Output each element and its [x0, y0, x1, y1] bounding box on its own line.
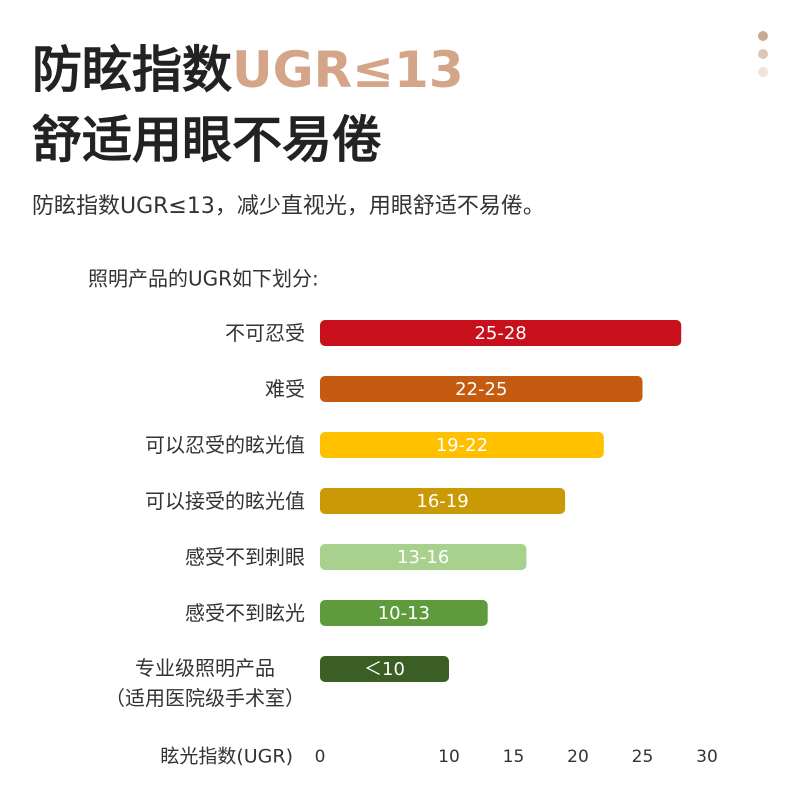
- dot: [758, 67, 768, 77]
- bar: [320, 600, 488, 626]
- category-label: 可以忍受的眩光值: [145, 433, 305, 457]
- category-label: 难受: [265, 377, 305, 401]
- title-line2: 舒适用眼不易倦: [32, 111, 382, 169]
- x-tick-label: 30: [696, 747, 718, 767]
- x-tick-label: 0: [315, 747, 326, 767]
- x-tick-label: 20: [567, 747, 589, 767]
- dot: [758, 49, 768, 59]
- x-tick-label: 25: [632, 747, 654, 767]
- category-label: 专业级照明产品 （适用医院级手术室）: [105, 656, 305, 710]
- category-label: 感受不到刺眼: [185, 545, 305, 569]
- subtitle: 防眩指数UGR≤13，减少直视光，用眼舒适不易倦。: [32, 194, 545, 219]
- x-axis-label: 眩光指数(UGR): [160, 746, 293, 768]
- category-label: 可以接受的眩光值: [145, 489, 305, 513]
- x-tick-label: 15: [503, 747, 525, 767]
- category-label: 不可忍受: [225, 321, 305, 345]
- category-label: 感受不到眩光: [185, 601, 305, 625]
- value-label: 13-16: [397, 547, 449, 568]
- dot: [758, 31, 768, 41]
- chart-title: 照明产品的UGR如下划分:: [88, 267, 319, 291]
- value-label: 16-19: [416, 491, 468, 512]
- bar: [320, 320, 682, 346]
- value-label: ＜10: [364, 659, 405, 680]
- title-line1: 防眩指数UGR≤13: [32, 30, 464, 102]
- value-label: 22-25: [455, 379, 507, 400]
- bar: [320, 376, 643, 402]
- bar: [320, 488, 566, 514]
- title-part1: 防眩指数: [32, 41, 232, 99]
- bar: [320, 544, 527, 570]
- x-tick-label: 10: [438, 747, 460, 767]
- value-label: 25-28: [474, 323, 526, 344]
- value-label: 19-22: [436, 435, 488, 456]
- bar: [320, 432, 604, 458]
- value-label: 10-13: [378, 603, 430, 624]
- bar: [320, 656, 449, 682]
- title-part2: UGR≤13: [232, 41, 464, 99]
